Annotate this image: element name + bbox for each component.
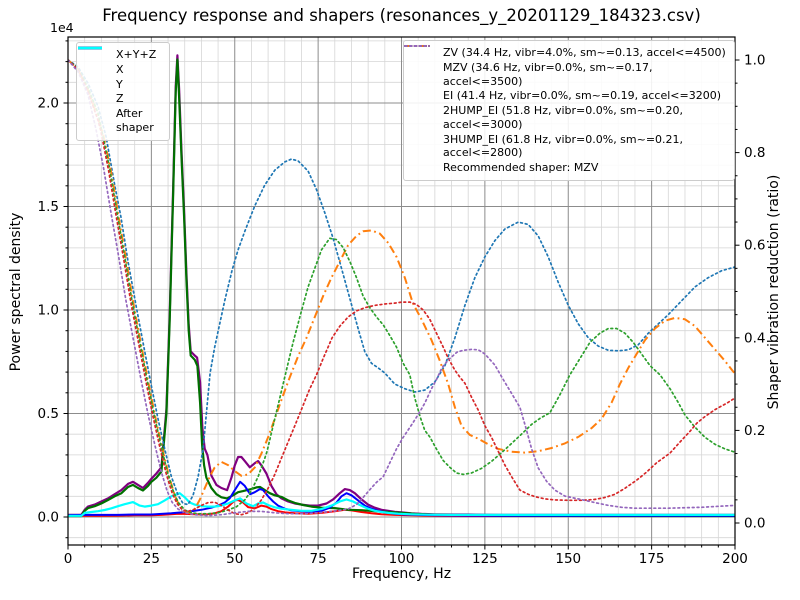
legend-entry: Z — [78, 46, 162, 106]
legend-psd: X+Y+Z X Y Z After shaper — [76, 42, 170, 141]
tick-label: 0 — [64, 551, 73, 567]
legend-entry-label: After shaper — [116, 107, 154, 134]
tick-label: 25 — [143, 551, 160, 567]
tick-label: 0.0 — [744, 516, 765, 532]
recommended-shaper-text: Recommended shaper: MZV — [443, 161, 599, 174]
legend-entry: X — [78, 46, 162, 77]
tick-label: 1.0 — [38, 303, 59, 319]
curve-x-y-z — [68, 54, 735, 516]
line-sample-solid — [78, 46, 102, 50]
legend-entry-label: X — [116, 62, 124, 76]
legend-entry-label: EI (41.4 Hz, vibr=0.0%, sm~=0.19, accel<… — [443, 89, 721, 103]
legend-entry: After shaper — [78, 46, 162, 135]
y-axis-right-label: Shaper vibration reduction (ratio) — [766, 174, 782, 410]
legend-entry: EI (41.4 Hz, vibr=0.0%, sm~=0.19, accel<… — [404, 45, 727, 103]
tick-label: 1.0 — [744, 53, 765, 69]
y-axis-left-label: Power spectral density — [8, 212, 24, 372]
tick-label: 2.0 — [38, 96, 59, 112]
curve-ei — [68, 59, 735, 515]
tick-label: 100 — [389, 551, 415, 567]
tick-label: 0.0 — [38, 510, 59, 526]
y-axis-offset-text: 1e4 — [50, 20, 74, 35]
legend-entry-label: Y — [116, 77, 123, 91]
legend-entry: 3HUMP_EI (61.8 Hz, vibr=0.0%, sm~=0.21, … — [404, 45, 727, 161]
tick-label: 150 — [555, 551, 581, 567]
legend-entry-label: MZV (34.6 Hz, vibr=0.0%, sm~=0.17, accel… — [443, 60, 653, 88]
curve-3hump-ei — [68, 59, 735, 517]
chart-title: Frequency response and shapers (resonanc… — [102, 6, 701, 25]
tick-label: 0.8 — [744, 145, 765, 161]
tick-label: 0.5 — [38, 406, 59, 422]
curves — [68, 54, 735, 518]
x-axis-label: Frequency, Hz — [351, 566, 452, 582]
legend-entry-label: 2HUMP_EI (51.8 Hz, vibr=0.0%, sm~=0.20, … — [443, 104, 684, 131]
tick-label: 75 — [310, 551, 327, 567]
legend-entry-label: X+Y+Z — [116, 48, 157, 61]
legend-entry: MZV (34.6 Hz, vibr=0.0%, sm~=0.17, accel… — [405, 45, 727, 89]
line-sample-dotted — [404, 45, 430, 47]
legend-entry-label: 3HUMP_EI (61.8 Hz, vibr=0.0%, sm~=0.21, … — [443, 132, 684, 160]
legend-footer: Recommended shaper: MZV — [411, 161, 727, 175]
tick-label: 1.5 — [38, 199, 59, 215]
curve-2hump-ei — [68, 59, 735, 516]
legend-entry: ZV (34.4 Hz, vibr=4.0%, sm~=0.13, accel<… — [404, 45, 727, 60]
axes: 0 25 50 75 100 125 150 175 200 0.0 0.5 1.0 1.5 2.0 0.0… — [38, 36, 765, 567]
tick-label: 0.4 — [744, 330, 765, 346]
legend-entry: 2HUMP_EI (51.8 Hz, vibr=0.0%, sm~=0.20, … — [404, 45, 727, 132]
legend-entry-label: ZV (34.4 Hz, vibr=4.0%, sm~=0.13, accel<… — [443, 46, 726, 59]
curve-y — [68, 58, 735, 518]
tick-label: 125 — [472, 551, 498, 567]
tick-label: 0.6 — [744, 238, 765, 254]
tick-label: 200 — [722, 551, 748, 567]
curve-after-shaper — [68, 492, 735, 517]
legend-shapers: ZV (34.4 Hz, vibr=4.0%, sm~=0.13, accel<… — [403, 40, 735, 181]
tick-label: 175 — [639, 551, 665, 567]
tick-label: 0.2 — [744, 423, 765, 439]
tick-label: 50 — [226, 551, 243, 567]
legend-entry: Y — [78, 46, 162, 92]
legend-entry-label: Z — [116, 92, 124, 106]
